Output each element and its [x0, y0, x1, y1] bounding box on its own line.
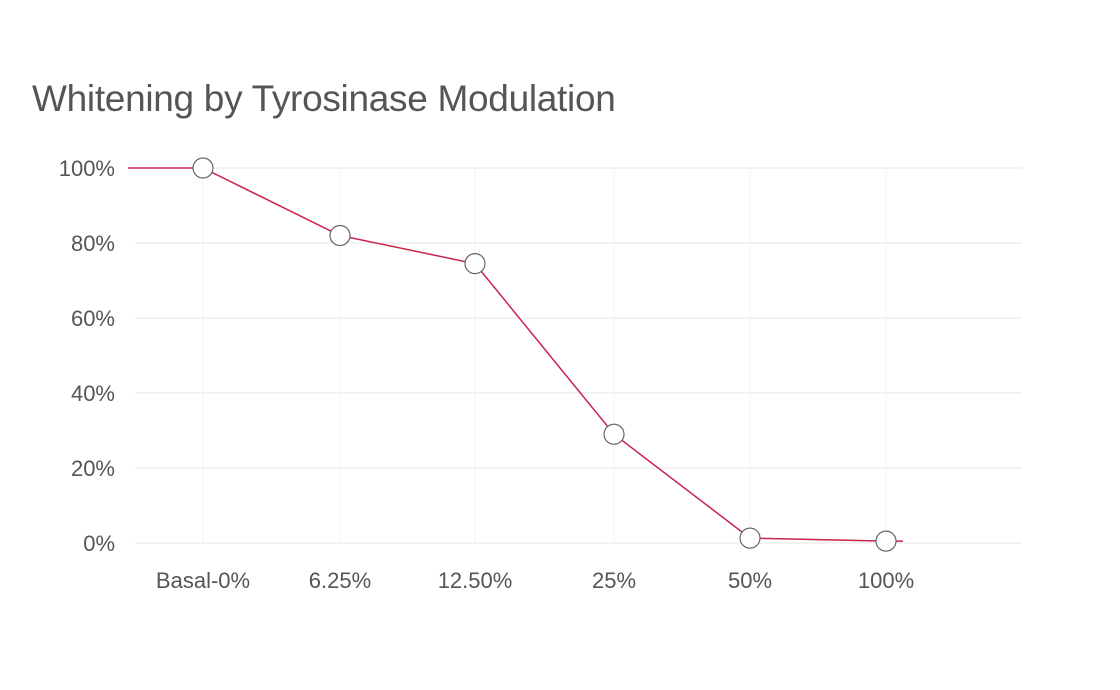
data-point [603, 423, 625, 445]
y-tick-label: 100% [59, 156, 115, 181]
x-tick-label: 12.50% [438, 568, 513, 593]
series-line [128, 167, 903, 542]
y-tick-label: 0% [83, 531, 115, 556]
data-point [739, 527, 761, 549]
data-point [329, 224, 351, 247]
x-tick-label: 50% [728, 568, 772, 593]
x-tick-label: Basal-0% [156, 568, 250, 593]
data-point [464, 253, 486, 275]
x-tick-label: 6.25% [309, 568, 371, 593]
data-point [875, 530, 897, 552]
x-tick-label: 100% [858, 568, 914, 593]
x-tick-label: 25% [592, 568, 636, 593]
y-tick-label: 40% [71, 381, 115, 406]
data-point [192, 157, 214, 179]
y-tick-label: 20% [71, 456, 115, 481]
y-tick-label: 80% [71, 231, 115, 256]
y-tick-label: 60% [71, 306, 115, 331]
chart-title: Whitening by Tyrosinase Modulation [32, 78, 616, 119]
